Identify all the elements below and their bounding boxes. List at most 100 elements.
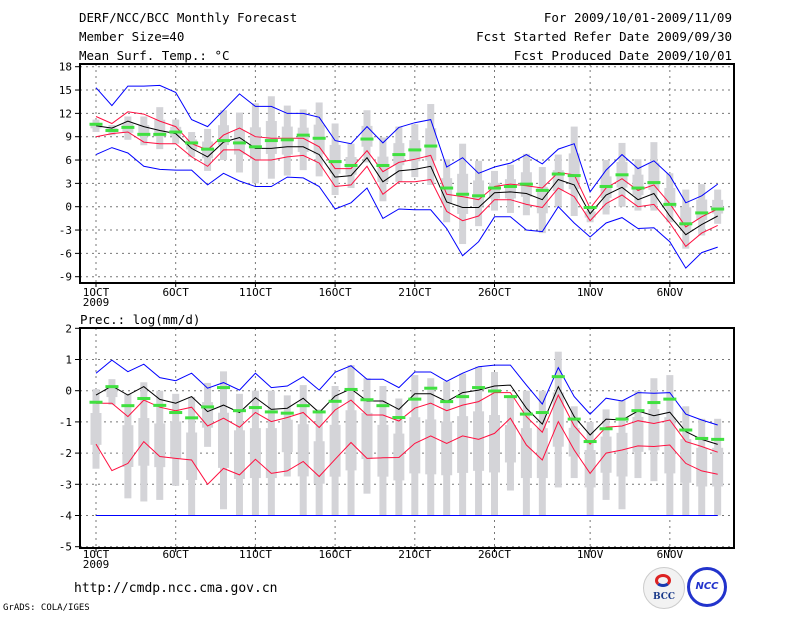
green-marker xyxy=(312,136,326,140)
series-line-lower xyxy=(95,131,718,248)
green-marker xyxy=(440,186,454,190)
range-box xyxy=(457,416,469,473)
green-marker xyxy=(488,186,501,190)
green-marker xyxy=(232,141,246,145)
green-marker xyxy=(535,411,549,415)
range-box xyxy=(154,119,166,137)
range-box xyxy=(552,392,564,447)
green-marker xyxy=(711,207,725,211)
header-right: For 2009/10/01-2009/11/09 Fcst Started Re… xyxy=(476,8,732,65)
bcc-emblem-icon xyxy=(655,574,671,587)
green-marker xyxy=(631,409,645,413)
range-box xyxy=(361,125,373,147)
range-box xyxy=(425,419,437,475)
x-tick-label: 26OCT xyxy=(478,286,511,299)
y-tick-label: -3 xyxy=(59,224,72,237)
green-marker xyxy=(663,202,677,206)
series-line-mean xyxy=(95,384,718,445)
member-size: Member Size=40 xyxy=(79,29,185,44)
series-line-min xyxy=(95,147,718,269)
range-box xyxy=(345,410,357,471)
range-box xyxy=(696,447,708,487)
x-tick-year-label: 2009 xyxy=(83,296,110,309)
y-tick-label: -2 xyxy=(59,447,72,460)
green-marker xyxy=(679,428,693,432)
green-marker xyxy=(424,386,438,390)
y-tick-label: 0 xyxy=(65,385,72,398)
range-box xyxy=(281,419,293,453)
green-marker xyxy=(185,141,199,145)
range-box xyxy=(632,174,644,196)
green-marker xyxy=(615,173,629,177)
range-box xyxy=(138,125,150,137)
range-box xyxy=(712,447,724,487)
green-marker xyxy=(647,401,661,405)
series-line-upper xyxy=(95,111,718,228)
precip-chart-title: Prec.: log(mm/d) xyxy=(80,312,201,327)
x-tick-label: 1OCT xyxy=(83,286,110,299)
range-box xyxy=(170,421,182,459)
x-tick-label: 16OCT xyxy=(319,548,352,561)
x-tick-label: 1NOV xyxy=(577,286,604,299)
green-marker xyxy=(647,181,661,185)
range-box xyxy=(536,428,548,479)
y-tick-label: -1 xyxy=(59,416,72,429)
range-box xyxy=(504,425,516,463)
green-marker xyxy=(679,222,693,226)
range-box xyxy=(568,153,580,190)
range-box xyxy=(489,182,500,199)
green-marker xyxy=(264,410,278,414)
green-marker xyxy=(599,184,613,188)
green-marker xyxy=(201,147,215,151)
green-marker xyxy=(201,405,215,409)
x-tick-label: 6NOV xyxy=(657,286,684,299)
range-box xyxy=(712,199,724,214)
green-marker xyxy=(153,132,167,136)
range-box xyxy=(202,402,214,428)
range-box xyxy=(680,439,692,483)
green-marker xyxy=(217,139,231,143)
started-date: Fcst Started Refer Date 2009/09/30 xyxy=(476,29,732,44)
forecast-period: For 2009/10/01-2009/11/09 xyxy=(543,10,732,25)
range-box xyxy=(265,428,277,479)
header-left: DERF/NCC/BCC Monthly Forecast Member Size… xyxy=(79,8,297,65)
green-marker xyxy=(503,184,517,188)
y-tick-label: 0 xyxy=(65,201,72,214)
green-marker xyxy=(615,417,629,421)
green-marker xyxy=(280,411,294,415)
source-url[interactable]: http://cmdp.ncc.cma.gov.cn xyxy=(74,581,278,596)
green-marker xyxy=(121,404,135,408)
range-box xyxy=(504,179,516,199)
green-marker xyxy=(663,397,677,401)
x-tick-label: 11OCT xyxy=(239,286,272,299)
range-box xyxy=(377,156,389,183)
green-marker xyxy=(408,397,422,401)
range-box xyxy=(664,187,676,208)
y-tick-label: 12 xyxy=(59,107,72,120)
range-box xyxy=(473,411,485,471)
green-marker xyxy=(232,409,246,413)
range-box xyxy=(552,170,564,192)
x-tick-label: 6NOV xyxy=(657,548,684,561)
logos: BCC NCC xyxy=(640,565,730,609)
range-box xyxy=(249,127,261,160)
ncc-logo: NCC xyxy=(687,567,727,607)
green-marker xyxy=(695,211,709,215)
range-box xyxy=(186,432,198,480)
green-marker xyxy=(376,404,390,408)
green-marker xyxy=(360,398,374,402)
range-box xyxy=(106,386,118,398)
range-box xyxy=(186,139,198,150)
range-box xyxy=(584,211,596,218)
range-box xyxy=(489,415,500,473)
range-box xyxy=(648,409,660,451)
range-box xyxy=(329,144,341,174)
green-marker xyxy=(153,403,167,407)
range-box xyxy=(520,428,532,479)
green-marker xyxy=(503,395,517,399)
green-marker xyxy=(583,205,597,209)
plot-frame xyxy=(79,63,735,284)
green-marker xyxy=(472,386,486,390)
